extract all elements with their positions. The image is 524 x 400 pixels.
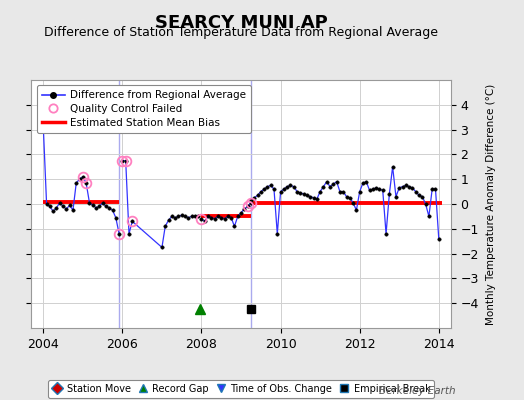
Text: Difference of Station Temperature Data from Regional Average: Difference of Station Temperature Data f… [44,26,438,39]
Y-axis label: Monthly Temperature Anomaly Difference (°C): Monthly Temperature Anomaly Difference (… [486,83,496,325]
Text: Berkeley Earth: Berkeley Earth [379,386,456,396]
Text: SEARCY MUNI AP: SEARCY MUNI AP [155,14,328,32]
Legend: Station Move, Record Gap, Time of Obs. Change, Empirical Break: Station Move, Record Gap, Time of Obs. C… [48,380,434,398]
